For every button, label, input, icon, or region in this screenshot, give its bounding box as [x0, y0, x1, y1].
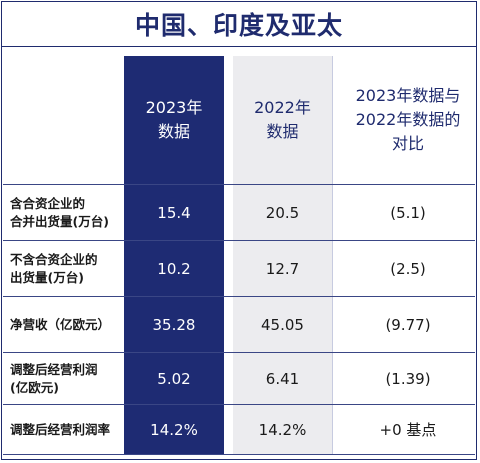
value-2022: 12.7: [265, 259, 300, 278]
header-2023: 2023年 数据: [145, 98, 203, 141]
value-diff: (2.5): [390, 259, 426, 278]
value-2022: 14.2%: [258, 420, 307, 439]
row-label: 不含合资企业的 出货量(万台): [10, 251, 98, 285]
value-2023: 14.2%: [150, 420, 198, 439]
table-row: 净营收（亿欧元） 35.28 45.05 (9.77): [0, 297, 480, 352]
row-divider: [3, 184, 475, 185]
column-2022-background: [233, 56, 332, 454]
row-label: 净营收（亿欧元）: [10, 316, 111, 332]
page-title: 中国、印度及亚太: [1, 1, 477, 47]
value-2023: 5.02: [157, 369, 191, 388]
value-2023: 15.4: [157, 203, 191, 222]
row-divider: [3, 404, 475, 405]
row-divider: [3, 454, 475, 455]
row-divider: [3, 352, 475, 353]
value-diff: +0 基点: [379, 421, 437, 439]
row-divider: [3, 296, 475, 297]
value-2023: 10.2: [157, 259, 191, 278]
value-diff: (9.77): [385, 315, 431, 334]
column-2023-background: [124, 56, 224, 454]
value-2022: 45.05: [261, 315, 304, 334]
value-diff: (1.39): [385, 369, 431, 388]
row-divider: [3, 240, 475, 241]
row-label: 含合资企业的 合并出货量(万台): [10, 195, 109, 229]
value-2022: 20.5: [265, 203, 300, 222]
header-comparison: 2023年数据与 2022年数据的 对比: [355, 86, 461, 153]
value-2022: 6.41: [265, 369, 300, 388]
row-label: 调整后经营利润 (亿欧元): [10, 361, 98, 395]
table-row: 含合资企业的 合并出货量(万台) 15.4 20.5 (5.1): [0, 185, 480, 240]
value-2023: 35.28: [152, 315, 196, 334]
header-2022: 2022年 数据: [254, 98, 311, 141]
table-row: 调整后经营利润 (亿欧元) 5.02 6.41 (1.39): [0, 353, 480, 404]
row-label: 调整后经营利润率: [10, 421, 111, 437]
value-diff: (5.1): [390, 203, 426, 222]
table-row: 不含合资企业的 出货量(万台) 10.2 12.7 (2.5): [0, 241, 480, 296]
column-divider: [332, 56, 333, 454]
table-row: 调整后经营利润率 14.2% 14.2% +0 基点: [0, 405, 480, 454]
